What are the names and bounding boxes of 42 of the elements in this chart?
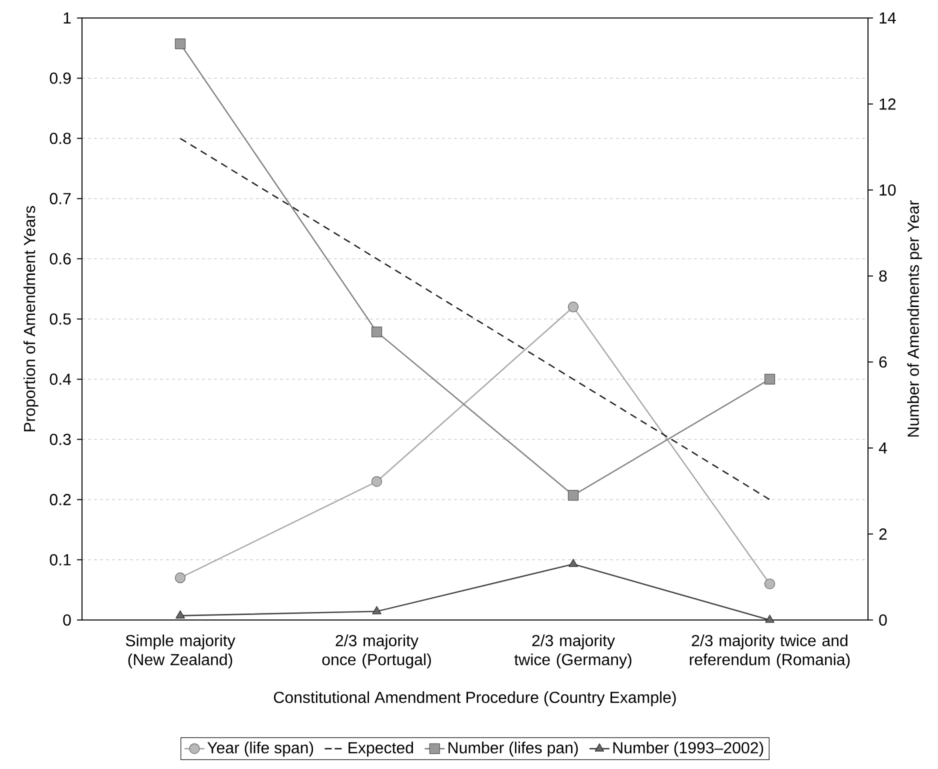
- y2-tick-label: 2: [879, 528, 887, 540]
- y-tick-label: 0.8: [50, 132, 71, 144]
- x-tick-label: 2/3 majority twice and referendum (Romania): [690, 634, 850, 668]
- legend-label: Number (lifes pan): [448, 742, 578, 757]
- y2-tick-label: 10: [880, 184, 896, 196]
- point: [764, 374, 776, 384]
- y-tick-label: 0.6: [50, 253, 71, 264]
- y2-tick-label: 4: [878, 442, 887, 454]
- y-tick-label: 0.5: [50, 313, 71, 325]
- legend-label: Expected: [348, 742, 413, 757]
- point: [568, 302, 579, 312]
- x-tick-label: 2/3 majority twice (Germany): [514, 634, 632, 668]
- y2-tick-label: 6: [879, 356, 887, 368]
- point: [176, 610, 185, 618]
- x-tick-label: 2/3 majority once (Portugal): [322, 634, 431, 668]
- y2-tick-label: 8: [879, 270, 887, 282]
- y-tick-label: 0.4: [50, 374, 71, 385]
- point: [174, 572, 186, 584]
- y-tick-label: 0: [63, 614, 71, 626]
- legend-label: Number (1993–2002): [613, 742, 764, 757]
- y2-tick-label: 12: [880, 98, 896, 110]
- y-tick-label: 0.1: [50, 554, 71, 566]
- point: [765, 614, 774, 623]
- point: [568, 490, 579, 501]
- point: [568, 558, 578, 567]
- point: [371, 326, 382, 338]
- y-tick-label: 1: [64, 12, 71, 24]
- point: [764, 578, 776, 590]
- y2-tick-label: 0: [879, 614, 887, 626]
- y-tick-label: 0.7: [50, 192, 71, 204]
- y-tick-label: 0.9: [50, 72, 71, 84]
- y2-tick-label: 14: [880, 12, 896, 24]
- point: [174, 38, 186, 50]
- y2-axis-title: Number of Amendments per Year: [907, 200, 922, 437]
- x-axis-title: Constitutional Amendment Procedure (Country Example): [274, 691, 676, 706]
- point: [372, 606, 382, 614]
- y-tick-label: 0.2: [50, 494, 71, 506]
- legend-label: Year (life span): [207, 742, 314, 757]
- y-axis-title: Proportion of Amendment Years: [23, 206, 38, 432]
- y-tick-label: 0.3: [50, 434, 71, 446]
- x-tick-label: Simple majority (New Zealand): [126, 634, 236, 668]
- point: [371, 476, 382, 487]
